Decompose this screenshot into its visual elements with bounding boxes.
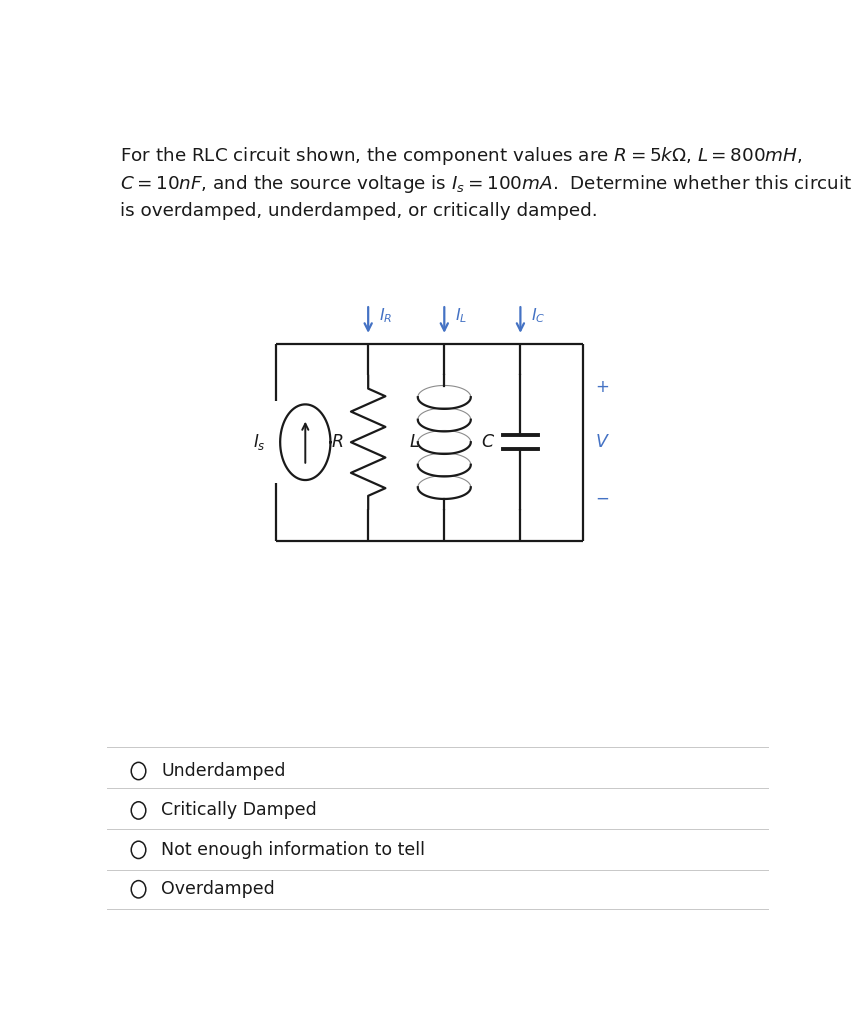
Text: is overdamped, underdamped, or critically damped.: is overdamped, underdamped, or criticall… [119, 202, 597, 220]
Text: $I_L$: $I_L$ [455, 307, 467, 326]
Text: $I_R$: $I_R$ [379, 307, 392, 326]
Text: Overdamped: Overdamped [161, 881, 275, 898]
Text: $V$: $V$ [595, 433, 609, 452]
Text: $L$: $L$ [408, 433, 419, 452]
Text: $I_C$: $I_C$ [531, 307, 545, 326]
Text: $C$: $C$ [480, 433, 495, 452]
Text: $-$: $-$ [595, 488, 609, 507]
Text: $C = 10nF$, and the source voltage is $I_s = 100mA$.  Determine whether this cir: $C = 10nF$, and the source voltage is $I… [119, 173, 851, 195]
Text: $I_s$: $I_s$ [252, 432, 265, 453]
Text: For the RLC circuit shown, the component values are $R = 5k\Omega$, $L = 800mH$,: For the RLC circuit shown, the component… [119, 145, 802, 167]
Text: Not enough information to tell: Not enough information to tell [161, 841, 425, 859]
Text: +: + [595, 378, 608, 396]
Text: Underdamped: Underdamped [161, 762, 285, 780]
Text: $R$: $R$ [330, 433, 343, 452]
Text: Critically Damped: Critically Damped [161, 802, 316, 819]
